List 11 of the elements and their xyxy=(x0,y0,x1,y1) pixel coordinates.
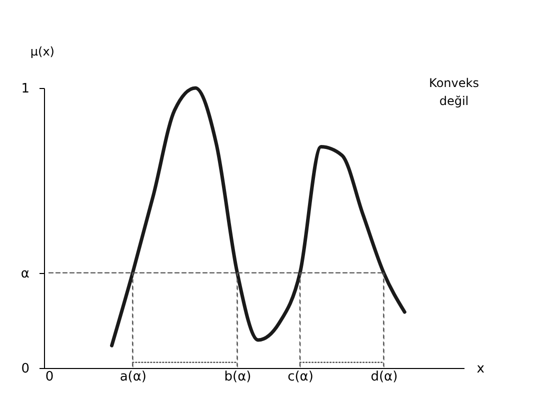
x-tick-label: a(α) xyxy=(120,370,147,384)
x-tick-label: d(α) xyxy=(370,370,398,384)
y-axis-title: μ(x) xyxy=(30,44,54,58)
x-tick-label: b(α) xyxy=(224,370,252,384)
y-tick-label: α xyxy=(20,266,30,282)
y-tick-label: 1 xyxy=(21,82,30,96)
annotation: Konveks değil xyxy=(429,76,479,108)
x-tick-label: c(α) xyxy=(288,370,314,384)
line-series xyxy=(110,86,406,348)
x-tick-label: 0 xyxy=(45,370,54,384)
x-axis-title: x xyxy=(476,362,485,376)
